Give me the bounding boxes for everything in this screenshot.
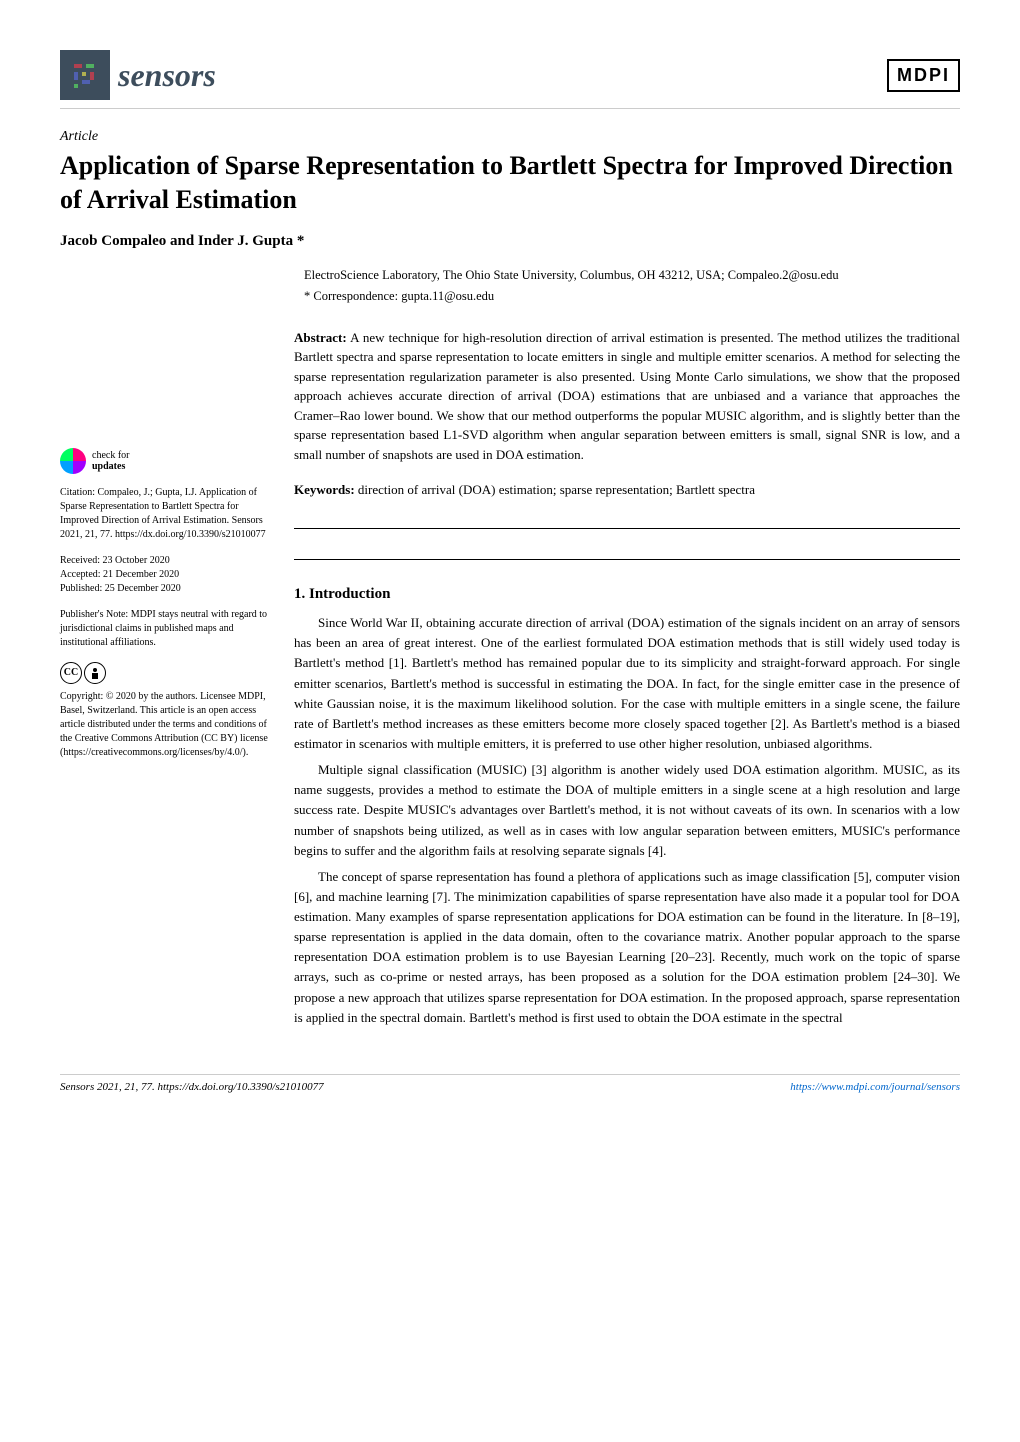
paragraph: The concept of sparse representation has… [294,867,960,1028]
publisher-note-block: Publisher's Note: MDPI stays neutral wit… [60,608,270,650]
paragraph: Since World War II, obtaining accurate d… [294,613,960,754]
check-updates-badge[interactable]: check for updates [60,448,270,474]
keywords-label: Keywords: [294,482,355,497]
cc-license-badge: CC [60,662,270,684]
abstract: Abstract: A new technique for high-resol… [294,328,960,465]
body-text: Since World War II, obtaining accurate d… [294,613,960,1028]
copyright-block: Copyright: © 2020 by the authors. Licens… [60,690,270,760]
publisher-logo: MDPI [887,59,960,92]
journal-logo: sensors [60,50,216,100]
check-updates-text: check for updates [92,450,129,472]
check-updates-icon [60,448,86,474]
page-header: sensors MDPI [60,50,960,109]
cc-icon: CC [60,662,82,684]
dates-block: Received: 23 October 2020 Accepted: 21 D… [60,554,270,596]
main-content: ElectroScience Laboratory, The Ohio Stat… [294,268,960,1034]
keywords-text: direction of arrival (DOA) estimation; s… [355,482,755,497]
sidebar: check for updates Citation: Compaleo, J.… [60,268,270,1034]
citation-block: Citation: Compaleo, J.; Gupta, I.J. Appl… [60,486,270,542]
authors: Jacob Compaleo and Inder J. Gupta * [60,233,960,250]
affiliation: ElectroScience Laboratory, The Ohio Stat… [294,268,960,283]
page-footer: Sensors 2021, 21, 77. https://dx.doi.org… [60,1074,960,1093]
sensors-icon [60,50,110,100]
abstract-text: A new technique for high-resolution dire… [294,330,960,462]
footer-left: Sensors 2021, 21, 77. https://dx.doi.org… [60,1081,324,1093]
by-icon [84,662,106,684]
correspondence: * Correspondence: gupta.11@osu.edu [294,289,960,304]
keywords: Keywords: direction of arrival (DOA) est… [294,482,960,529]
article-type: Article [60,129,960,145]
section-heading: 1. Introduction [294,586,960,603]
paragraph: Multiple signal classification (MUSIC) [… [294,760,960,861]
abstract-label: Abstract: [294,330,347,345]
footer-right: https://www.mdpi.com/journal/sensors [790,1081,960,1093]
journal-name: sensors [118,57,216,94]
article-title: Application of Sparse Representation to … [60,149,960,217]
